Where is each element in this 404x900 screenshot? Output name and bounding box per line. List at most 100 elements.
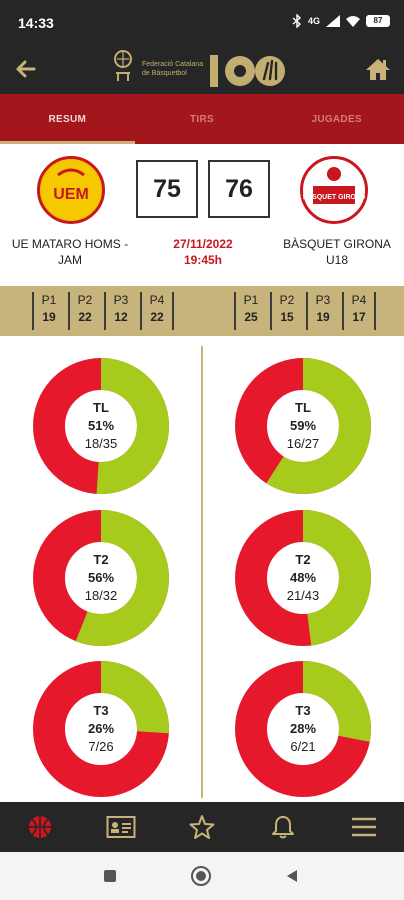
recents-button[interactable] <box>98 864 122 888</box>
logo-text: Federació Catalana de Bàsquetbol <box>142 60 206 78</box>
stat-label: T2 <box>295 552 311 567</box>
nav-matches[interactable] <box>0 802 81 852</box>
donut-made-arc <box>235 661 371 797</box>
stat-percent: 51% <box>87 418 115 433</box>
status-bar: 14:33 4G 87 <box>0 0 404 44</box>
logo-line1: Federació Catalana <box>142 61 204 68</box>
battery-icon: 87 <box>366 15 390 27</box>
match-time: 19:45h <box>183 253 223 267</box>
stat-made-attempted: 7/26 <box>88 739 114 754</box>
tab-jugades[interactable]: JUGADES <box>311 113 362 125</box>
home-score: 75 <box>136 160 198 218</box>
girona-badge-icon: BÀSQUET GIRONA <box>302 162 366 218</box>
period-label: P1 <box>243 293 259 307</box>
stat-made-attempted: 6/21 <box>290 739 316 754</box>
donut-chart: T3 26% 7/26 <box>31 659 171 799</box>
stat-percent: 26% <box>87 721 115 736</box>
nav-menu[interactable] <box>323 802 404 852</box>
stat-percent: 56% <box>87 570 115 585</box>
stats-divider <box>201 346 203 798</box>
star-icon <box>189 815 215 839</box>
home-team-logo: UEM <box>37 156 105 224</box>
period-label: P2 <box>77 293 93 307</box>
period-label: P3 <box>315 293 331 307</box>
match-datetime: 27/11/2022 19:45h <box>162 236 244 268</box>
stat-made-attempted: 18/32 <box>84 588 118 603</box>
period-divider <box>172 292 174 330</box>
stat-label: T3 <box>295 703 311 718</box>
away-period-1: P1 25 <box>234 292 266 330</box>
donut-made-arc <box>235 358 371 494</box>
period-score: 17 <box>352 310 366 324</box>
period-divider <box>374 292 376 330</box>
stat-made-attempted: 21/43 <box>286 588 320 603</box>
donut-made-arc <box>33 661 169 797</box>
signal-label: 4G <box>307 16 320 26</box>
arrow-left-icon <box>16 60 36 78</box>
stat-label: T3 <box>93 703 109 718</box>
period-score: 12 <box>114 310 128 324</box>
basketball-player-logo-icon <box>114 50 132 81</box>
home-period-1: P1 19 <box>32 292 64 330</box>
fcbq-logo: Federació Catalana de Bàsquetbol <box>108 48 300 90</box>
bottom-nav <box>0 802 404 852</box>
tab-tirs[interactable]: TIRS <box>190 113 214 125</box>
home-team-name: UE MATARO HOMS - JAM <box>11 237 129 267</box>
donut-chart: TL 51% 18/35 <box>31 356 171 496</box>
stat-label: T2 <box>93 552 109 567</box>
circle-icon <box>191 866 211 886</box>
nav-favorites[interactable] <box>162 802 243 852</box>
away-team-logo: BÀSQUET GIRONA <box>300 156 368 224</box>
period-score: 15 <box>280 310 294 324</box>
period-score: 22 <box>150 310 164 324</box>
donut-made-arc <box>235 510 371 646</box>
app-header: Federació Catalana de Bàsquetbol <box>0 44 404 94</box>
tab-bar: RESUM TIRS JUGADES <box>0 94 404 144</box>
period-score: 19 <box>42 310 56 324</box>
uem-badge-icon: UEM <box>42 161 100 219</box>
logo-line2: de Bàsquetbol <box>142 70 187 77</box>
home-button[interactable] <box>360 52 396 86</box>
nav-license[interactable] <box>81 802 162 852</box>
away-period-2: P2 15 <box>270 292 302 330</box>
status-time: 14:33 <box>18 15 54 31</box>
id-card-icon <box>106 816 136 838</box>
period-label: P3 <box>113 293 129 307</box>
away-period-4: P4 17 <box>342 292 374 330</box>
period-score: 25 <box>244 310 258 324</box>
home-icon <box>366 59 390 80</box>
home-system-button[interactable] <box>189 864 213 888</box>
donut-chart: TL 59% 16/27 <box>233 356 373 496</box>
bluetooth-icon <box>292 14 302 28</box>
basketball-icon <box>29 816 52 838</box>
tab-resum[interactable]: RESUM <box>0 94 135 144</box>
period-score: 19 <box>316 310 330 324</box>
square-icon <box>104 870 116 882</box>
back-system-button[interactable] <box>280 864 304 888</box>
triangle-back-icon <box>287 870 297 882</box>
stat-made-attempted: 18/35 <box>84 436 118 451</box>
bell-icon <box>271 816 294 839</box>
system-nav-bar <box>0 852 404 900</box>
away-team-name: BÀSQUET GIRONA U18 <box>283 237 391 267</box>
back-button[interactable] <box>8 52 42 86</box>
period-label: P4 <box>149 293 165 307</box>
home-period-2: P2 22 <box>68 292 100 330</box>
signal-icon <box>326 15 340 27</box>
donut-chart: T2 48% 21/43 <box>233 508 373 648</box>
period-score: 22 <box>78 310 92 324</box>
stat-percent: 59% <box>289 418 317 433</box>
donut-made-arc <box>33 510 169 646</box>
centenary-100-logo-icon <box>210 55 285 87</box>
status-icons: 4G 87 <box>292 14 390 28</box>
stat-percent: 28% <box>289 721 317 736</box>
stat-label: TL <box>93 400 109 415</box>
nav-notifications[interactable] <box>242 802 323 852</box>
stat-percent: 48% <box>289 570 317 585</box>
donut-chart: T2 56% 18/32 <box>31 508 171 648</box>
wifi-icon <box>346 16 360 27</box>
period-label: P1 <box>41 293 57 307</box>
stat-made-attempted: 16/27 <box>286 436 320 451</box>
period-label: P4 <box>351 293 367 307</box>
match-date: 27/11/2022 <box>173 237 233 251</box>
